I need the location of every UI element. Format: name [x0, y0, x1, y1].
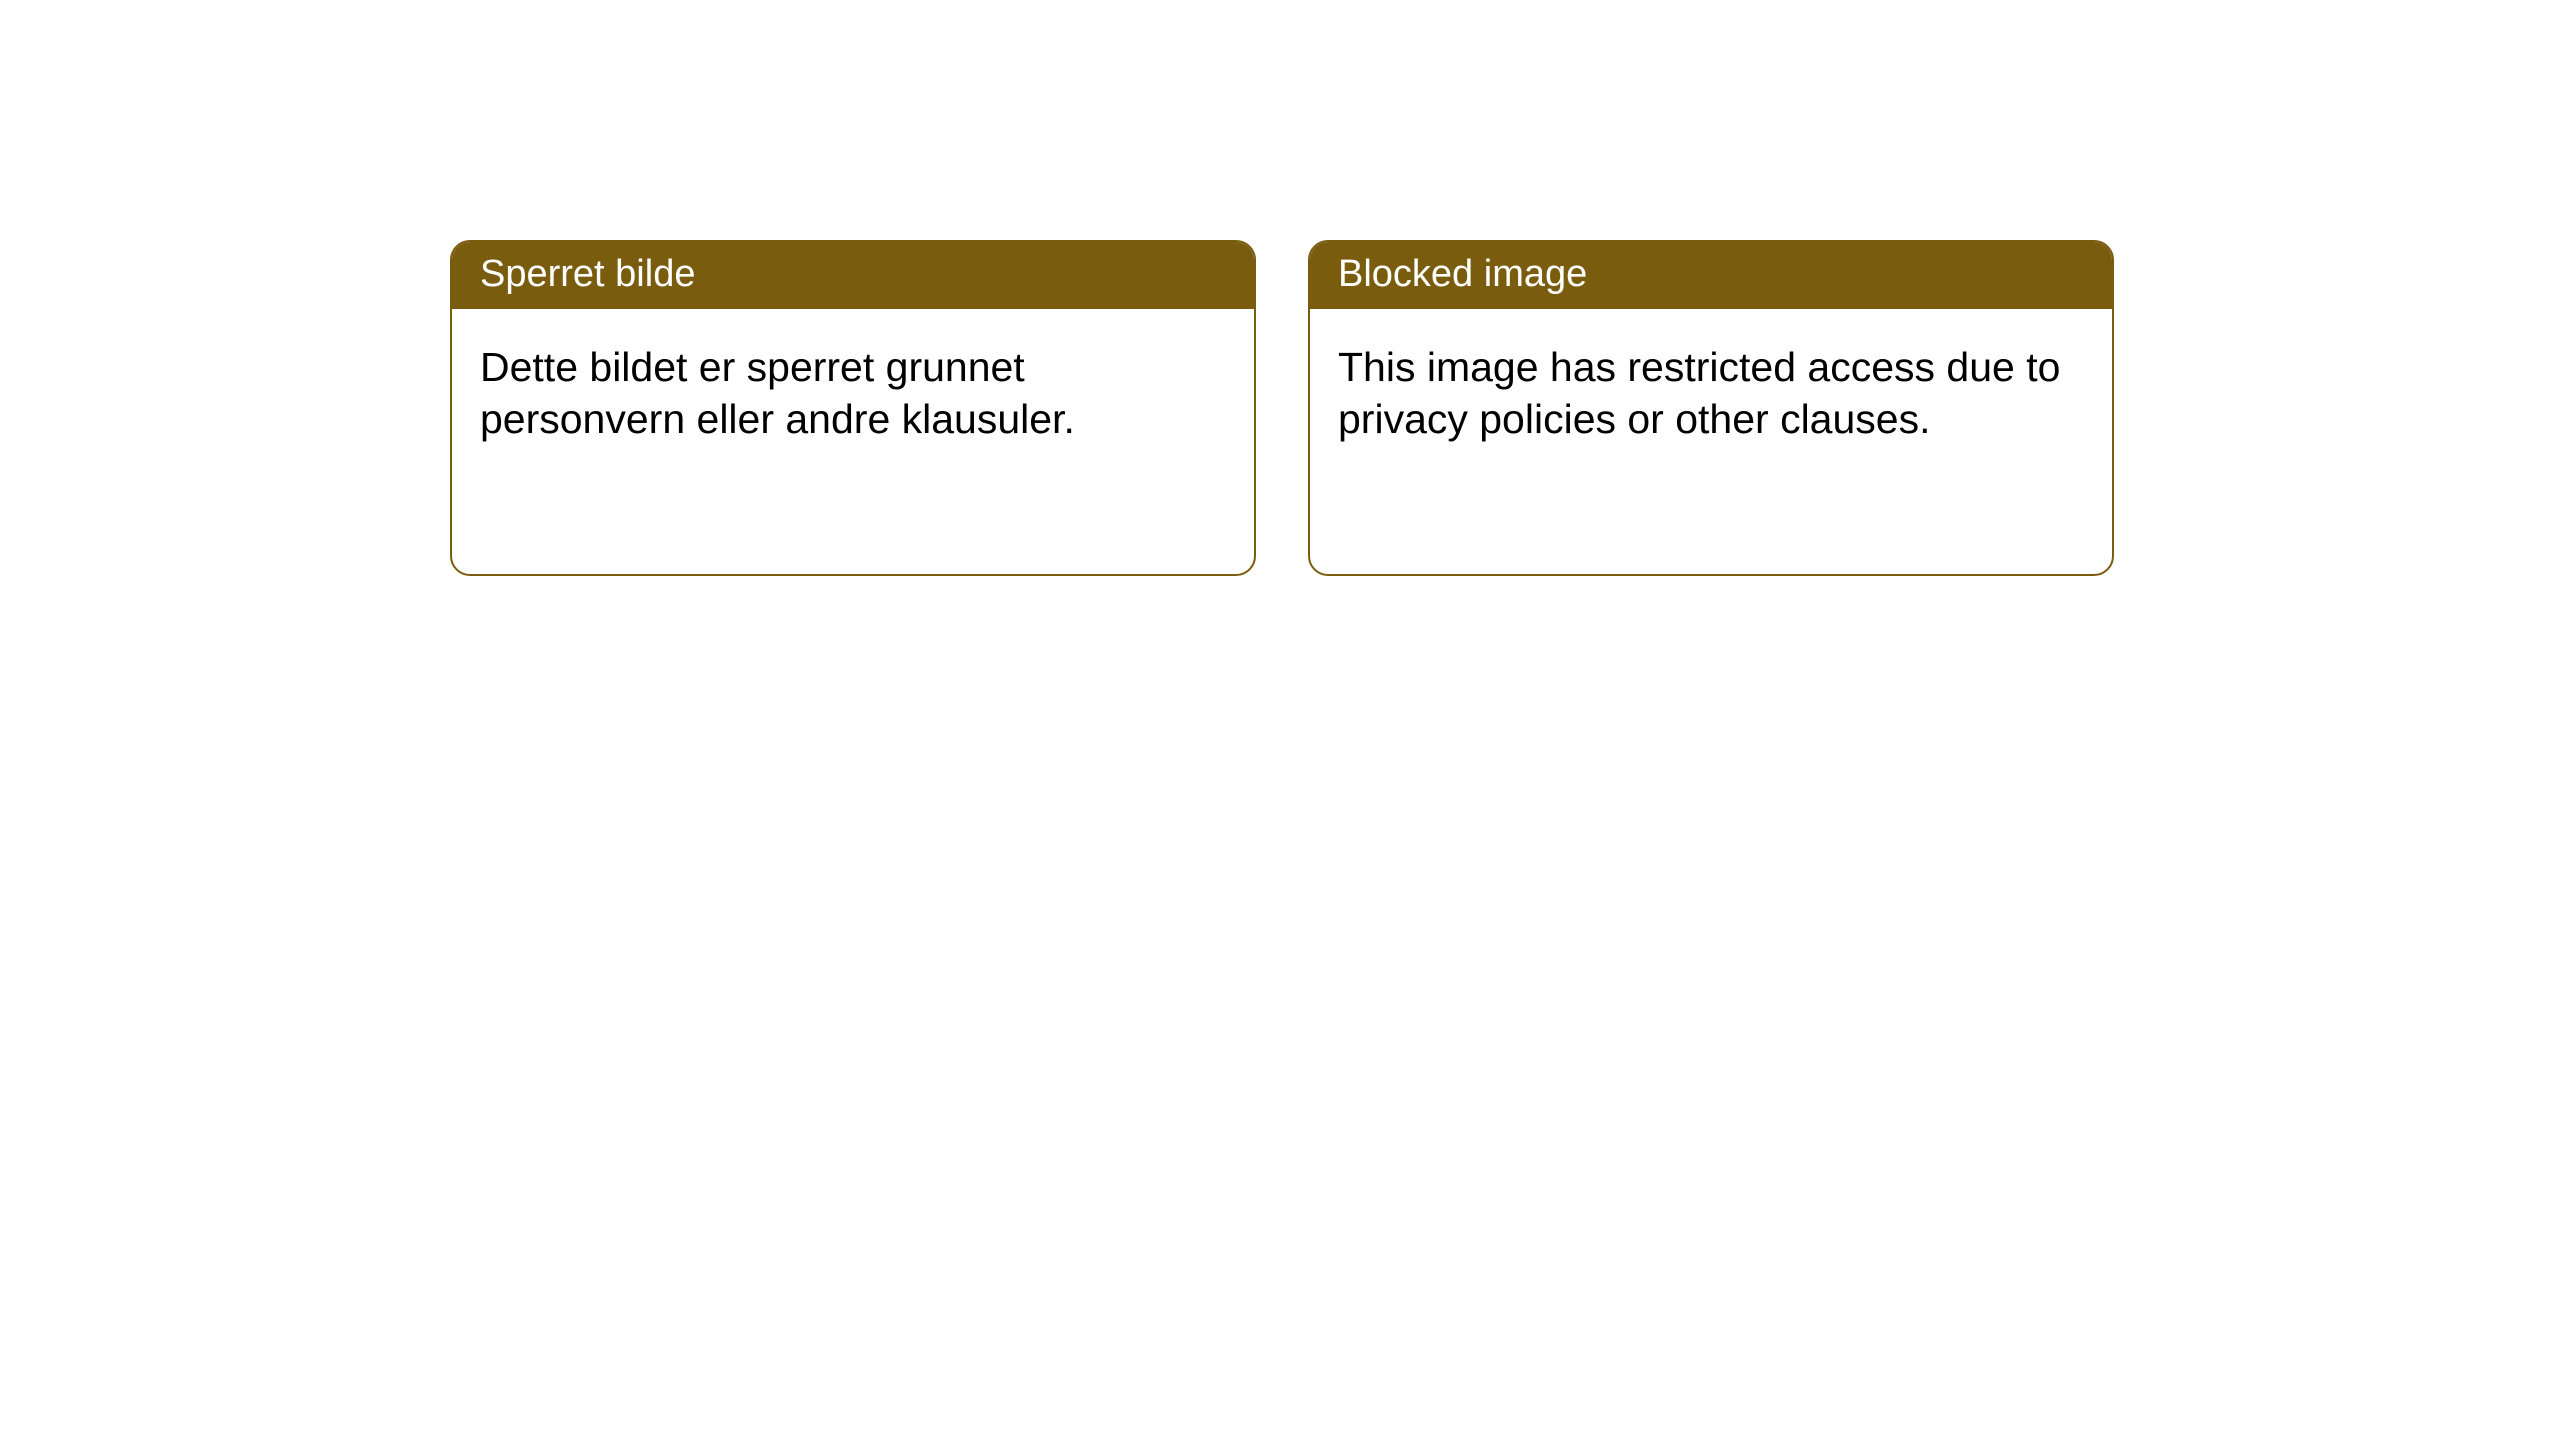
notice-card-en: Blocked image This image has restricted …	[1308, 240, 2114, 576]
notice-container: Sperret bilde Dette bildet er sperret gr…	[450, 240, 2114, 576]
notice-card-no: Sperret bilde Dette bildet er sperret gr…	[450, 240, 1256, 576]
notice-title-en: Blocked image	[1310, 242, 2112, 309]
notice-body-en: This image has restricted access due to …	[1310, 309, 2112, 477]
notice-title-no: Sperret bilde	[452, 242, 1254, 309]
notice-body-no: Dette bildet er sperret grunnet personve…	[452, 309, 1254, 477]
